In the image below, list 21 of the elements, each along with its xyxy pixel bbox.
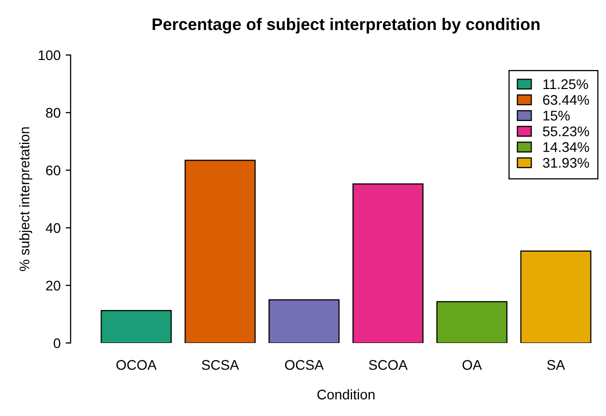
y-tick-label: 80 [46, 108, 60, 118]
x-tick-label: OCOA [116, 360, 157, 370]
legend-label: 63.44% [543, 95, 590, 105]
x-tick-label: OA [462, 360, 482, 370]
chart-title: Percentage of subject interpretation by condition [152, 18, 540, 34]
x-tick-label: SCOA [368, 360, 408, 370]
x-tick-label: SCSA [202, 360, 240, 370]
y-axis-title: % subject interpretation [19, 127, 32, 272]
x-tick-label: SA [547, 360, 566, 370]
y-tick-label: 40 [46, 223, 60, 233]
x-axis-title: Condition [317, 389, 374, 400]
y-tick-label: 0 [54, 338, 60, 348]
y-tick-label: 100 [38, 50, 60, 60]
legend-label: 31.93% [542, 158, 590, 168]
legend-label: 11.25% [543, 79, 588, 90]
legend-label: 14.34% [543, 142, 590, 152]
legend-label: 15% [543, 110, 570, 121]
y-tick-label: 60 [46, 166, 60, 176]
y-tick-label: 20 [46, 280, 60, 291]
x-tick-label: OCSA [285, 360, 324, 370]
legend-label: 55.23% [542, 126, 590, 136]
